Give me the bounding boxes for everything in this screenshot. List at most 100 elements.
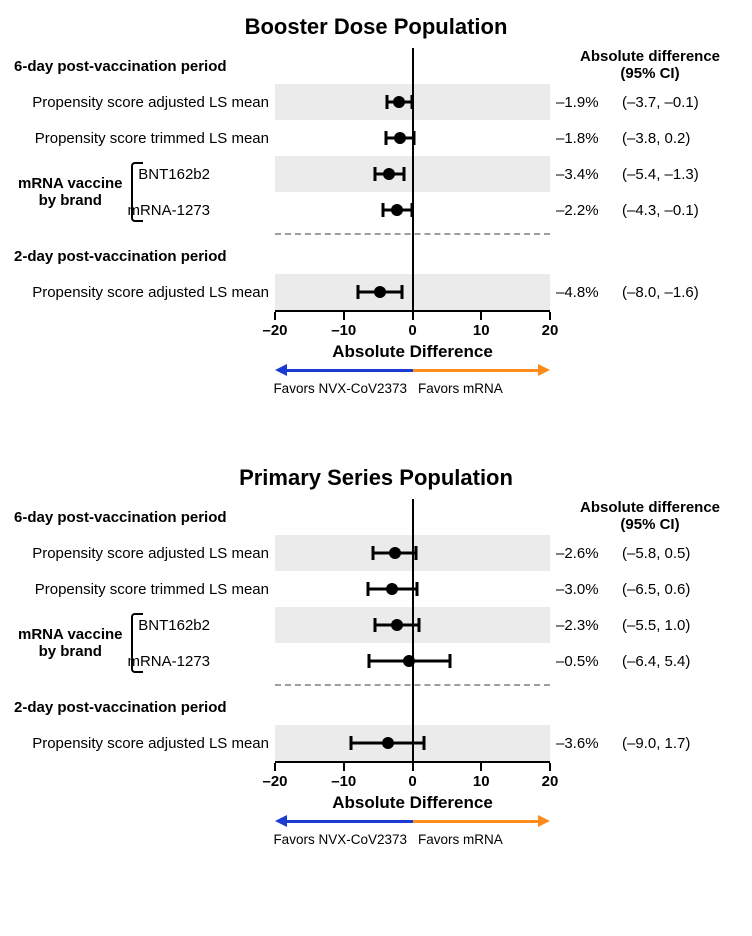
direction-arrows: Favors NVX-CoV2373 Favors mRNA: [275, 816, 550, 866]
arrow-left-head-icon: [275, 815, 287, 827]
estimate-text: –2.3%: [556, 617, 616, 634]
arrow-left: [286, 369, 413, 372]
ci-cap: [367, 654, 370, 668]
stats-value: –0.5%(–6.4, 5.4): [550, 643, 750, 679]
row-subhead: 2-day post-vaccination period: [0, 238, 275, 274]
ci-cap: [385, 131, 388, 145]
ci-cap: [356, 285, 359, 299]
plot-column: [275, 499, 550, 761]
ci-cap: [371, 546, 374, 560]
ci-cap: [366, 582, 369, 596]
stats-value: –1.8%(–3.8, 0.2): [550, 120, 750, 156]
axis-tick: [480, 763, 482, 771]
axis-tick: [549, 312, 551, 320]
stats-header: Absolute difference(95% CI): [550, 48, 750, 84]
brand-bracket: mRNA vaccineby brand: [18, 607, 143, 679]
ci-cap: [414, 546, 417, 560]
forest-panel: Primary Series Population 6-day post-vacc…: [0, 465, 752, 866]
bracket-icon: [131, 162, 143, 222]
arrow-left-label: Favors NVX-CoV2373: [273, 381, 407, 396]
ci-text: (–3.8, 0.2): [622, 130, 690, 147]
axis-title: Absolute Difference: [275, 342, 550, 362]
axis-tick: [412, 312, 414, 320]
axis-tick: [412, 763, 414, 771]
axis-title: Absolute Difference: [275, 793, 550, 813]
arrow-left-head-icon: [275, 364, 287, 376]
ci-text: (–9.0, 1.7): [622, 735, 690, 752]
ci-text: (–4.3, –0.1): [622, 202, 699, 219]
ci-cap: [349, 736, 352, 750]
direction-arrows: Favors NVX-CoV2373 Favors mRNA: [275, 365, 550, 415]
brand-label: mRNA vaccineby brand: [18, 175, 123, 210]
estimate-text: –1.9%: [556, 94, 616, 111]
arrow-right-head-icon: [538, 815, 550, 827]
tick-label: 10: [473, 773, 490, 790]
tick-label: 20: [542, 773, 559, 790]
point-estimate: [389, 547, 401, 559]
axis-tick: [343, 312, 345, 320]
panel-title: Primary Series Population: [0, 465, 752, 491]
ci-cap: [448, 654, 451, 668]
stats-value: –2.3% (–5.5, 1.0): [550, 607, 750, 643]
ci-cap: [373, 618, 376, 632]
stats-header: Absolute difference(95% CI): [550, 499, 750, 535]
stats-value: –4.8%(–8.0, –1.6): [550, 274, 750, 310]
tick-label: 0: [408, 322, 416, 339]
stats-value: –3.0%(–6.5, 0.6): [550, 571, 750, 607]
ci-cap: [402, 167, 405, 181]
axis-tick: [480, 312, 482, 320]
row-label: Propensity score trimmed LS mean: [0, 120, 275, 156]
arrow-right: [413, 820, 540, 823]
forest-panel: Booster Dose Population 6-day post-vaccin…: [0, 14, 752, 415]
arrow-left-label: Favors NVX-CoV2373: [273, 832, 407, 847]
bracket-icon: [131, 613, 143, 673]
stats-column: Absolute difference(95% CI)–2.6%(–5.8, 0…: [550, 499, 750, 761]
tick-label: 0: [408, 773, 416, 790]
ci-text: (–5.8, 0.5): [622, 545, 690, 562]
estimate-text: –0.5%: [556, 653, 616, 670]
arrow-right-label: Favors mRNA: [418, 381, 503, 396]
estimate-text: –3.6%: [556, 735, 616, 752]
axis-tick: [274, 763, 276, 771]
ci-cap: [381, 203, 384, 217]
labels-column: 6-day post-vaccination period Propensity …: [0, 499, 275, 761]
tick-label: –20: [262, 322, 287, 339]
stats-value: –2.6%(–5.8, 0.5): [550, 535, 750, 571]
point-estimate: [393, 96, 405, 108]
row-label: Propensity score adjusted LS mean: [0, 725, 275, 761]
point-estimate: [374, 286, 386, 298]
panel-grid: 6-day post-vaccination period Propensity …: [0, 499, 752, 761]
point-estimate: [382, 737, 394, 749]
tick-label: 10: [473, 322, 490, 339]
axis-tick: [549, 763, 551, 771]
estimate-text: –3.4%: [556, 166, 616, 183]
brand-label: mRNA vaccineby brand: [18, 626, 123, 661]
ci-text: (–3.7, –0.1): [622, 94, 699, 111]
tick-label: 20: [542, 322, 559, 339]
panel-title: Booster Dose Population: [0, 14, 752, 40]
estimate-text: –3.0%: [556, 581, 616, 598]
zero-line: [412, 48, 414, 310]
tick-label: –20: [262, 773, 287, 790]
brand-bracket: mRNA vaccineby brand: [18, 156, 143, 228]
row-subhead: 2-day post-vaccination period: [0, 689, 275, 725]
ci-cap: [386, 95, 389, 109]
stats-value: –3.6% (–9.0, 1.7): [550, 725, 750, 761]
forest-plot-figure: Booster Dose Population 6-day post-vaccin…: [0, 0, 752, 936]
stats-value: –1.9% (–3.7, –0.1): [550, 84, 750, 120]
x-axis: –20–1001020Absolute Difference: [275, 310, 550, 365]
arrow-right-label: Favors mRNA: [418, 832, 503, 847]
stats-column: Absolute difference(95% CI) –1.9% (–3.7, –…: [550, 48, 750, 310]
row-subhead: 6-day post-vaccination period: [0, 499, 275, 535]
ci-text: (–5.5, 1.0): [622, 617, 690, 634]
point-estimate: [394, 132, 406, 144]
arrow-left: [286, 820, 413, 823]
estimate-text: –2.2%: [556, 202, 616, 219]
tick-label: –10: [331, 322, 356, 339]
tick-label: –10: [331, 773, 356, 790]
row-label: Propensity score trimmed LS mean: [0, 571, 275, 607]
point-estimate: [386, 583, 398, 595]
stats-value: –2.2% (–4.3, –0.1): [550, 192, 750, 228]
ci-cap: [423, 736, 426, 750]
panel-grid: 6-day post-vaccination periodPropensity …: [0, 48, 752, 310]
